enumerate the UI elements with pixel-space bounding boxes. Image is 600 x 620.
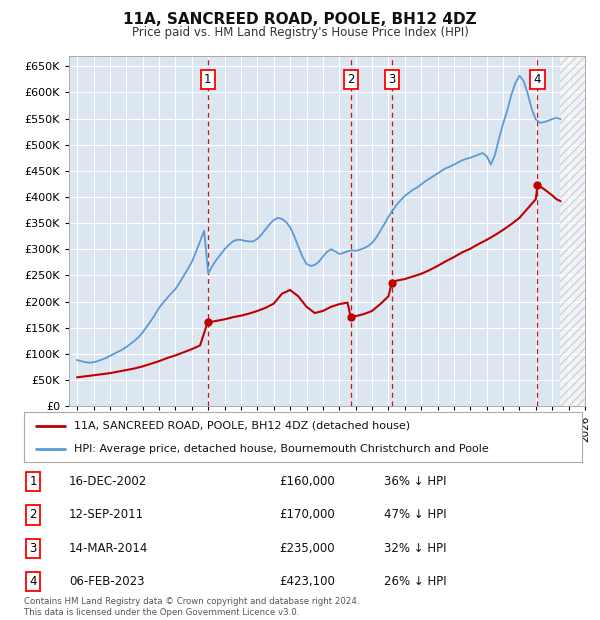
Text: HPI: Average price, detached house, Bournemouth Christchurch and Poole: HPI: Average price, detached house, Bour… [74,443,489,453]
Text: 06-FEB-2023: 06-FEB-2023 [69,575,145,588]
Text: 2: 2 [29,508,37,521]
Text: 1: 1 [204,73,211,86]
Text: 16-DEC-2002: 16-DEC-2002 [69,475,147,488]
Text: 3: 3 [388,73,395,86]
Text: 1: 1 [29,475,37,488]
Text: £160,000: £160,000 [279,475,335,488]
Text: Price paid vs. HM Land Registry's House Price Index (HPI): Price paid vs. HM Land Registry's House … [131,26,469,39]
Text: 36% ↓ HPI: 36% ↓ HPI [384,475,446,488]
Text: 47% ↓ HPI: 47% ↓ HPI [384,508,446,521]
Text: 11A, SANCREED ROAD, POOLE, BH12 4DZ: 11A, SANCREED ROAD, POOLE, BH12 4DZ [123,12,477,27]
Text: 2: 2 [347,73,355,86]
Text: 3: 3 [29,542,37,555]
Text: 12-SEP-2011: 12-SEP-2011 [69,508,144,521]
Text: 26% ↓ HPI: 26% ↓ HPI [384,575,446,588]
Text: Contains HM Land Registry data © Crown copyright and database right 2024.
This d: Contains HM Land Registry data © Crown c… [24,598,359,617]
Text: 4: 4 [29,575,37,588]
Text: £235,000: £235,000 [279,542,335,555]
Text: 14-MAR-2014: 14-MAR-2014 [69,542,148,555]
Text: £170,000: £170,000 [279,508,335,521]
Text: 32% ↓ HPI: 32% ↓ HPI [384,542,446,555]
Text: 4: 4 [534,73,541,86]
Text: 11A, SANCREED ROAD, POOLE, BH12 4DZ (detached house): 11A, SANCREED ROAD, POOLE, BH12 4DZ (det… [74,421,410,431]
Text: £423,100: £423,100 [279,575,335,588]
